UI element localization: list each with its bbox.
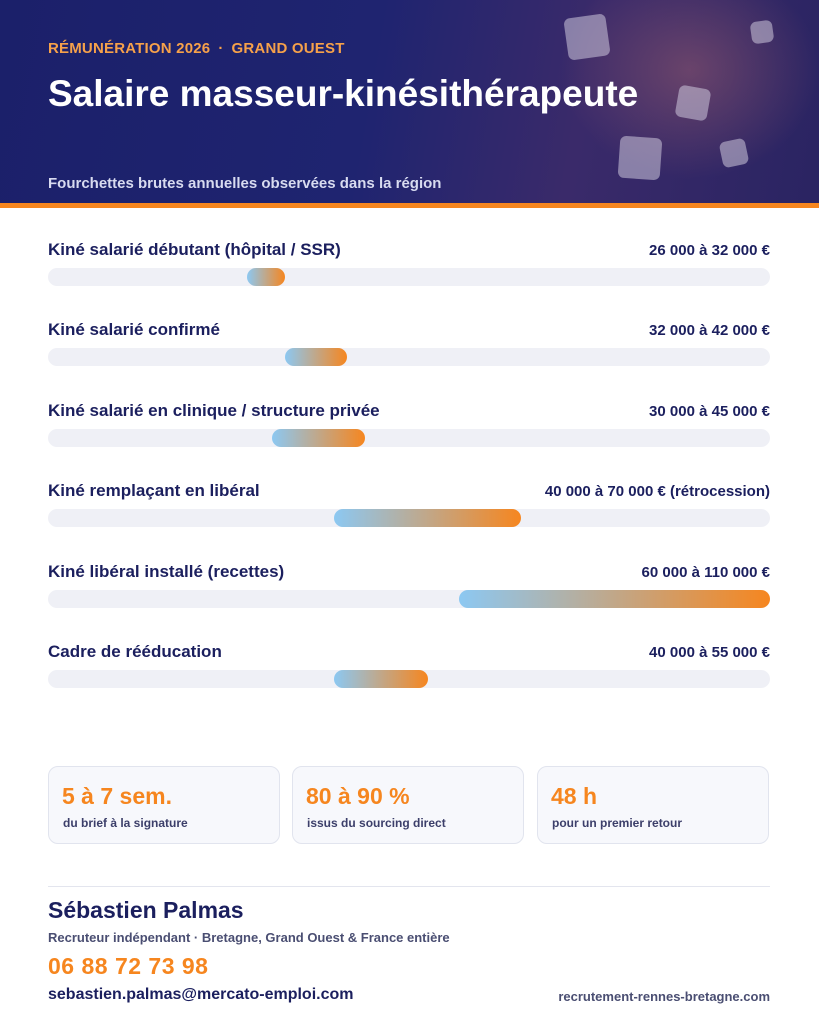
header-kicker: RÉMUNÉRATION 2026 · GRAND OUEST (48, 40, 345, 57)
salary-row-label: Kiné salarié en clinique / structure pri… (48, 400, 380, 420)
salary-range-track (48, 268, 770, 286)
salary-range-track (48, 428, 770, 447)
salary-row: Kiné salarié confirmé 32 000 à 42 000 € (48, 320, 770, 370)
stat-card: 5 à 7 sem. du brief à la signature (48, 766, 280, 844)
decorative-square (749, 19, 775, 45)
stat-value: 5 à 7 sem. (62, 783, 172, 809)
decorative-square (674, 84, 712, 122)
stat-caption: issus du sourcing direct (307, 816, 446, 830)
salary-row: Kiné libéral installé (recettes) 60 000 à… (48, 562, 770, 612)
salary-range-bar (272, 428, 366, 447)
kicker-topic: RÉMUNÉRATION 2026 (48, 40, 211, 57)
salary-row: Cadre de rééducation 40 000 à 55 000 € (48, 642, 770, 692)
decorative-square (617, 135, 663, 181)
kicker-region: GRAND OUEST (231, 40, 345, 57)
salary-row-range: 32 000 à 42 000 € (649, 322, 770, 340)
contact-email[interactable]: sebastien.palmas@mercato-emploi.com (48, 986, 354, 1003)
header-banner: RÉMUNÉRATION 2026 · GRAND OUEST Salaire ma… (0, 0, 819, 203)
decorative-square (563, 13, 611, 61)
salary-range-bar (334, 509, 522, 528)
contact-name: Sébastien Palmas (48, 897, 244, 923)
salary-row: Kiné salarié débutant (hôpital / SSR) 26 … (48, 240, 770, 290)
contact-website[interactable]: recrutement-rennes-bretagne.com (558, 989, 770, 1004)
salary-row-range: 26 000 à 32 000 € (649, 242, 770, 259)
salary-row-label: Kiné salarié confirmé (48, 320, 220, 340)
salary-range-track (48, 348, 770, 367)
salary-range-track (48, 670, 770, 688)
header-accent-line (0, 203, 819, 208)
salary-row-label: Kiné remplaçant en libéral (48, 481, 260, 501)
salary-range-bar (247, 268, 285, 286)
salary-row-label: Kiné libéral installé (recettes) (48, 561, 285, 581)
salary-row-range: 40 000 à 55 000 € (649, 644, 770, 661)
contact-phone[interactable]: 06 88 72 73 98 (48, 953, 209, 979)
stat-value: 80 à 90 % (306, 783, 410, 809)
salary-range-bar (458, 589, 770, 608)
salary-row: Kiné remplaçant en libéral 40 000 à 70 00… (48, 481, 770, 531)
salary-range-track (48, 509, 770, 528)
salary-row-range: 40 000 à 70 000 € (rétrocession) (544, 483, 770, 501)
salary-row: Kiné salarié en clinique / structure pri… (48, 401, 770, 451)
stat-card: 48 h pour un premier retour (537, 766, 769, 844)
salary-row-label: Cadre de rééducation (48, 642, 222, 661)
salary-range-track (48, 589, 770, 608)
salary-range-bar (284, 348, 347, 367)
page-title: Salaire masseur-kinésithérapeute (48, 73, 639, 114)
stat-caption: pour un premier retour (552, 816, 683, 830)
decorative-square (718, 137, 750, 169)
stat-card: 80 à 90 % issus du sourcing direct (292, 766, 524, 844)
stat-value: 48 h (551, 783, 598, 809)
footer-divider (48, 886, 770, 887)
salary-row-label: Kiné salarié débutant (hôpital / SSR) (48, 240, 341, 259)
contact-role: Recruteur indépendant · Bretagne, Grand … (48, 930, 450, 945)
page-subtitle: Fourchettes brutes annuelles observées d… (48, 175, 442, 192)
kicker-separator: · (218, 40, 224, 57)
salary-row-range: 60 000 à 110 000 € (641, 563, 770, 581)
stat-caption: du brief à la signature (63, 816, 188, 830)
salary-row-range: 30 000 à 45 000 € (649, 402, 770, 420)
salary-range-bar (334, 670, 428, 688)
